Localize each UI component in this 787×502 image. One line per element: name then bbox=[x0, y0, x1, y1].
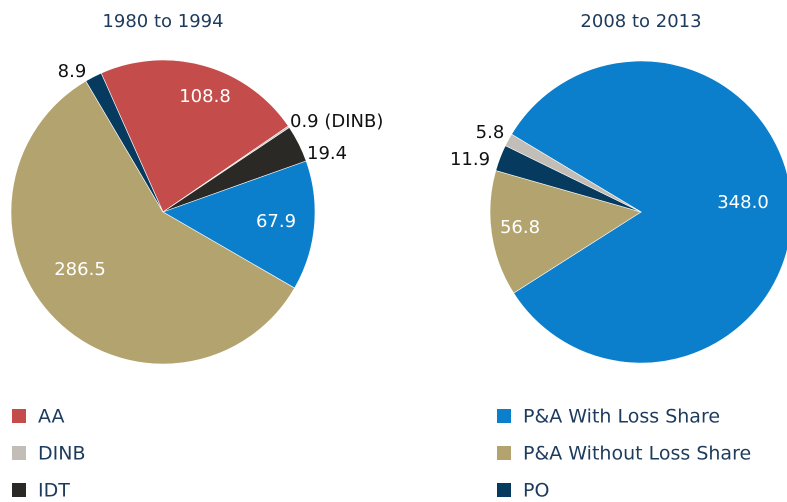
data-label: 108.8 bbox=[179, 86, 231, 107]
legend-swatch bbox=[497, 483, 511, 497]
pie-slice bbox=[10, 80, 296, 365]
data-label: 0.9 (DINB) bbox=[290, 111, 383, 132]
data-label: 67.9 bbox=[256, 211, 296, 232]
pie-slice bbox=[504, 133, 642, 213]
legend-label: IDT bbox=[38, 480, 70, 502]
legend-swatch bbox=[497, 409, 511, 423]
pie-slice bbox=[162, 160, 316, 289]
legend-label: P&A Without Loss Share bbox=[523, 443, 751, 465]
data-label: 11.9 bbox=[450, 149, 490, 170]
pie-slice bbox=[511, 60, 787, 364]
legend-swatch bbox=[12, 409, 26, 423]
legend-label: AA bbox=[38, 406, 65, 428]
legend-swatch bbox=[12, 446, 26, 460]
pie-slice bbox=[100, 59, 289, 213]
chart-title: 1980 to 1994 bbox=[102, 11, 223, 32]
legend-label: PO bbox=[523, 480, 549, 502]
legend-label: DINB bbox=[38, 443, 85, 465]
chart-title: 2008 to 2013 bbox=[580, 11, 701, 32]
pie-slice bbox=[85, 72, 164, 213]
data-label: 5.8 bbox=[476, 122, 505, 143]
data-label: 348.0 bbox=[717, 192, 769, 213]
data-label: 8.9 bbox=[58, 61, 87, 82]
data-label: 56.8 bbox=[500, 217, 540, 238]
legend-label: P&A With Loss Share bbox=[523, 406, 720, 428]
legend-swatch bbox=[497, 446, 511, 460]
legend-swatch bbox=[12, 483, 26, 497]
data-label: 19.4 bbox=[307, 143, 347, 164]
data-label: 286.5 bbox=[54, 259, 106, 280]
pie-slice bbox=[489, 170, 642, 294]
